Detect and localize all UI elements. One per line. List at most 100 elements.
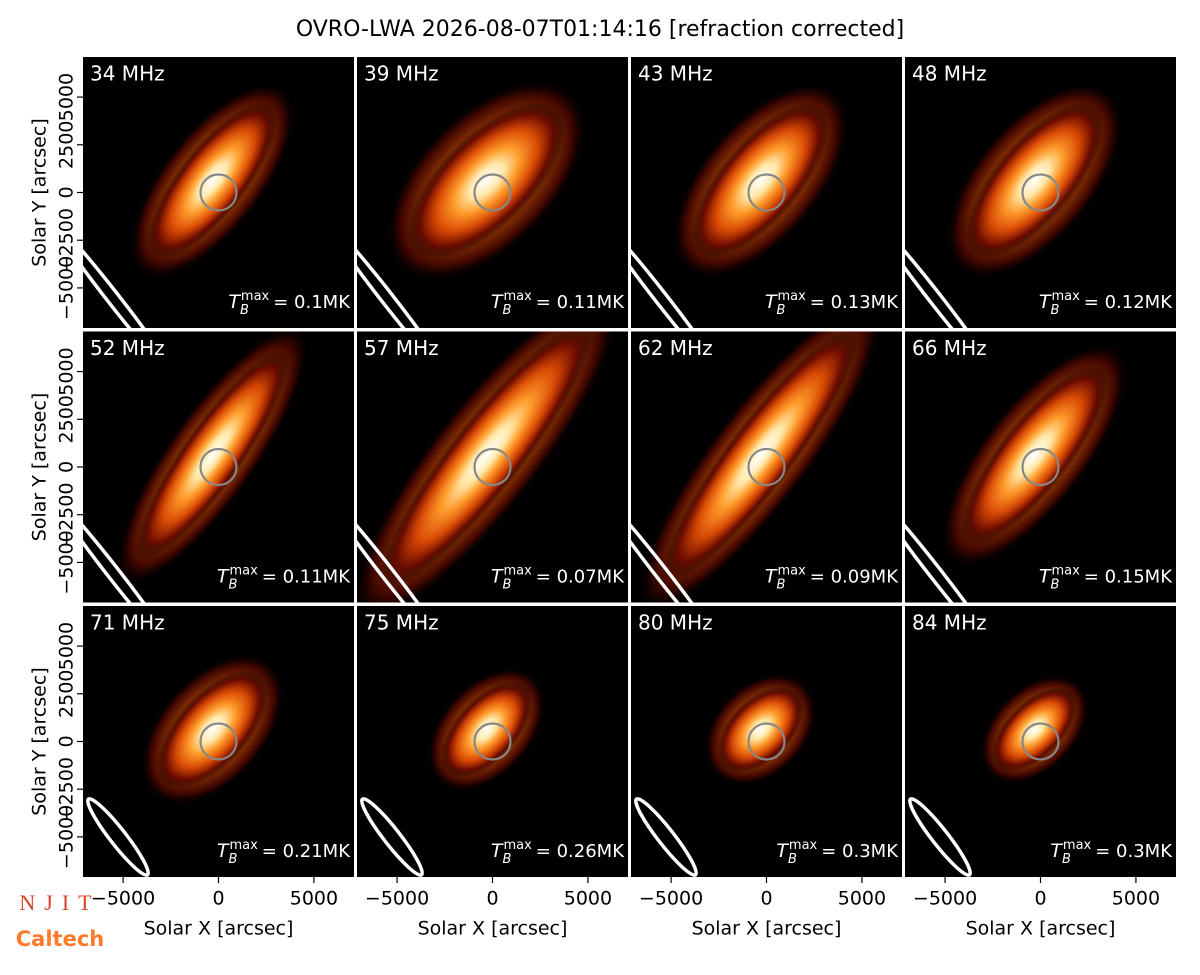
y-tick-label: −2500 bbox=[56, 757, 78, 821]
tb-max-label: TBmax = 0.11MK bbox=[491, 289, 625, 318]
tb-symbol: T bbox=[491, 291, 504, 313]
y-tick-label: 5000 bbox=[56, 347, 78, 395]
solar-disk bbox=[199, 447, 238, 487]
tb-sub: B bbox=[229, 578, 238, 593]
y-tick-label: 0 bbox=[56, 735, 78, 747]
tb-value: = 0.1MK bbox=[273, 292, 351, 313]
beam bbox=[83, 221, 174, 328]
x-tick-label: 0 bbox=[486, 888, 498, 910]
tb-sup: max bbox=[777, 289, 806, 304]
beam bbox=[908, 797, 972, 877]
frequency-label: 48 MHz bbox=[912, 62, 987, 86]
tb-sup: max bbox=[229, 838, 258, 853]
solar-disk bbox=[747, 173, 786, 212]
tb-max-label: TBmax = 0.13MK bbox=[765, 289, 899, 318]
tb-sub: B bbox=[777, 578, 786, 593]
image-layer bbox=[357, 331, 621, 603]
tb-sub: B bbox=[777, 303, 786, 318]
solar-disk bbox=[1021, 173, 1060, 212]
tb-sub: B bbox=[788, 852, 797, 867]
y-axis-label: Solar Y [arcsec] bbox=[29, 667, 51, 815]
y-tick-label: 2500 bbox=[56, 395, 78, 443]
solar-disk bbox=[747, 447, 786, 487]
x-axis-label: Solar X [arcsec] bbox=[966, 918, 1116, 940]
y-tick-label: −5000 bbox=[56, 530, 78, 594]
frequency-label: 52 MHz bbox=[90, 336, 165, 360]
beam bbox=[631, 221, 722, 328]
tb-sub: B bbox=[503, 303, 512, 318]
solar-disk bbox=[473, 722, 512, 761]
y-tick-label: −2500 bbox=[56, 208, 78, 272]
x-tick-label: −5000 bbox=[91, 888, 155, 910]
tb-sub: B bbox=[240, 303, 249, 318]
tb-sup: max bbox=[503, 289, 532, 304]
y-tick-label: 2500 bbox=[56, 121, 78, 169]
emission bbox=[966, 103, 1103, 258]
tb-sup: max bbox=[1063, 838, 1092, 853]
tb-value: = 0.21MK bbox=[262, 841, 351, 862]
tb-symbol: T bbox=[491, 840, 504, 862]
tb-sub: B bbox=[1051, 303, 1060, 318]
tb-sub: B bbox=[503, 578, 512, 593]
tb-symbol: T bbox=[765, 566, 778, 588]
tb-max-label: TBmax = 0.11MK bbox=[217, 564, 351, 593]
image-layer bbox=[83, 331, 310, 603]
frequency-label: 62 MHz bbox=[638, 336, 713, 360]
panel: 48 MHz TBmax = 0.12MK bbox=[905, 57, 1176, 328]
tb-max-label: TBmax = 0.1MK bbox=[228, 289, 351, 318]
tb-sub: B bbox=[1062, 852, 1071, 867]
frequency-label: 34 MHz bbox=[90, 62, 165, 86]
x-axis-label: Solar X [arcsec] bbox=[418, 918, 568, 940]
emission bbox=[408, 102, 565, 259]
tb-symbol: T bbox=[491, 566, 504, 588]
x-tick-label: 5000 bbox=[838, 888, 886, 910]
y-tick-label: 0 bbox=[56, 186, 78, 198]
tb-sup: max bbox=[503, 838, 532, 853]
panel: 80 MHz TBmax = 0.3MK −5000 0 5000 Solar X [arc… bbox=[631, 606, 902, 940]
panel: 84 MHz TBmax = 0.3MK −5000 0 5000 Solar X [arc… bbox=[905, 606, 1176, 940]
x-tick-label: −5000 bbox=[913, 888, 977, 910]
logo-njit: NJIT bbox=[19, 890, 100, 915]
tb-sub: B bbox=[1051, 578, 1060, 593]
x-axis-label: Solar X [arcsec] bbox=[144, 918, 294, 940]
emission bbox=[381, 331, 592, 587]
image-layer bbox=[357, 79, 588, 328]
image-layer bbox=[631, 331, 884, 603]
emission bbox=[157, 670, 268, 789]
image-layer bbox=[360, 667, 547, 877]
y-tick-label: −2500 bbox=[56, 483, 78, 547]
figure-title: OVRO-LWA 2026-08-07T01:14:16 [refraction… bbox=[296, 17, 904, 42]
image-layer bbox=[634, 672, 818, 877]
panel: 66 MHz TBmax = 0.15MK bbox=[905, 331, 1176, 603]
tb-sub: B bbox=[503, 852, 512, 867]
image-layer bbox=[905, 341, 1129, 603]
tb-max-label: TBmax = 0.3MK bbox=[776, 838, 899, 867]
frequency-label: 57 MHz bbox=[364, 336, 439, 360]
logo-caltech: Caltech bbox=[16, 927, 104, 951]
tb-value: = 0.09MK bbox=[810, 567, 899, 588]
tb-max-label: TBmax = 0.3MK bbox=[1050, 838, 1173, 867]
solar-disk bbox=[747, 722, 786, 761]
tb-sup: max bbox=[503, 564, 532, 579]
y-axis-label: Solar Y [arcsec] bbox=[29, 393, 51, 541]
panel: 75 MHz TBmax = 0.26MK −5000 0 5000 Solar X [ar… bbox=[357, 606, 628, 940]
solar-disk bbox=[199, 173, 238, 212]
frequency-label: 80 MHz bbox=[638, 611, 713, 635]
tb-value: = 0.15MK bbox=[1084, 567, 1173, 588]
tb-sup: max bbox=[789, 838, 818, 853]
solar-disk bbox=[1021, 722, 1060, 761]
x-tick-label: 0 bbox=[760, 888, 772, 910]
frequency-label: 84 MHz bbox=[912, 611, 987, 635]
beam bbox=[357, 221, 448, 328]
tb-symbol: T bbox=[217, 566, 230, 588]
tb-symbol: T bbox=[776, 840, 789, 862]
x-tick-label: 0 bbox=[212, 888, 224, 910]
image-layer bbox=[631, 81, 850, 328]
panel: 34 MHz TBmax = 0.1MK −5000−2500 0 25005000Sol… bbox=[29, 57, 354, 328]
x-tick-label: 5000 bbox=[564, 888, 612, 910]
tb-sub: B bbox=[229, 852, 238, 867]
beam bbox=[634, 797, 698, 877]
beam bbox=[905, 495, 996, 603]
